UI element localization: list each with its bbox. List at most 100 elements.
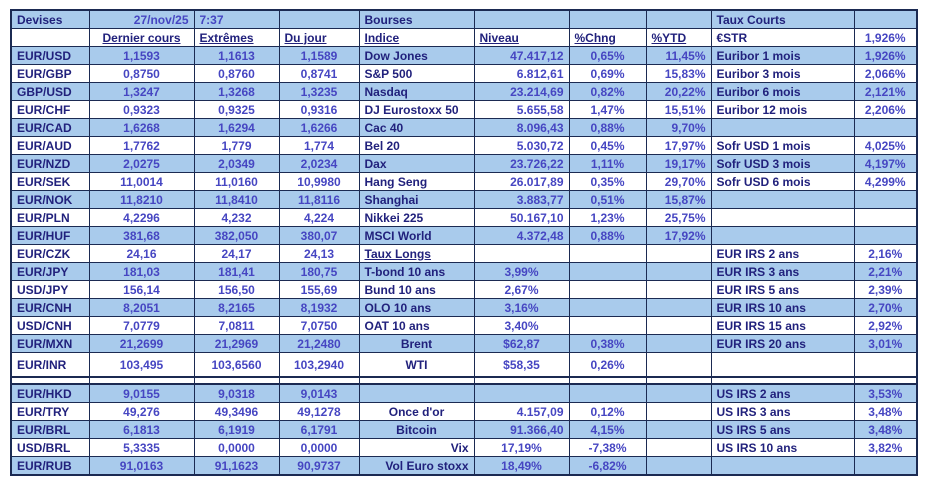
fx-last-cell: 8,2051 — [88, 298, 195, 317]
fx-last-cell: 6,1813 — [88, 420, 195, 439]
fx-pair-cell: EUR/CNH — [10, 298, 90, 317]
empty-cell — [645, 376, 712, 385]
rate-value-cell — [853, 226, 918, 245]
index-chng-cell: -6,82% — [568, 456, 647, 476]
index-chng-cell — [568, 383, 647, 403]
date-cell: 27/nov/25 — [88, 9, 195, 29]
rate-value-cell: 2,21% — [853, 262, 918, 281]
fx-last-cell: 49,276 — [88, 402, 195, 421]
index-chng-cell: 0,88% — [568, 226, 647, 245]
index-level-cell: 5.655,58 — [473, 100, 570, 119]
fx-extremes-cell: 0,9325 — [193, 100, 280, 119]
index-ytd-cell: 15,87% — [645, 190, 712, 209]
empty-cell — [473, 376, 570, 385]
index-level-cell: 50.167,10 — [473, 208, 570, 227]
fx-last-cell: 91,0163 — [88, 456, 195, 476]
index-name-cell: Shanghai — [358, 190, 475, 209]
index-ytd-cell — [645, 352, 712, 378]
fx-dujour-cell: 7,0750 — [278, 316, 360, 335]
fx-pair-cell: USD/CNH — [10, 316, 90, 335]
index-chng-cell — [568, 316, 647, 335]
index-level-cell: 23.214,69 — [473, 82, 570, 101]
fx-last-cell: 4,2296 — [88, 208, 195, 227]
fx-extremes-cell: 1,1613 — [193, 46, 280, 65]
table-row: EUR/CZK 24,16 24,17 24,13 Taux Longs EUR IRS … — [10, 244, 918, 263]
fx-extremes-cell: 11,0160 — [193, 172, 280, 191]
fx-dujour-cell: 49,1278 — [278, 402, 360, 421]
table-row: EUR/USD 1,1593 1,1613 1,1589 Dow Jones 47.417… — [10, 46, 918, 65]
index-ytd-cell — [645, 383, 712, 403]
index-chng-cell: 0,88% — [568, 118, 647, 137]
index-level-cell: 3,99% — [473, 262, 570, 281]
rate-value-cell: 4,025% — [853, 136, 918, 155]
rate-value-cell: 3,82% — [853, 438, 918, 457]
fx-last-cell: 181,03 — [88, 262, 195, 281]
index-name-cell: Vix — [358, 438, 475, 457]
index-name-cell: Hang Seng — [358, 172, 475, 191]
empty-cell — [853, 376, 918, 385]
fx-last-cell: 1,6268 — [88, 118, 195, 137]
fx-last-cell: 5,3335 — [88, 438, 195, 457]
fx-pair-cell: USD/BRL — [10, 438, 90, 457]
fx-extremes-cell: 11,8410 — [193, 190, 280, 209]
table-row: EUR/HKD 9,0155 9,0318 9,0143 US IRS 2 ans 3,5… — [10, 383, 918, 403]
index-ytd-cell — [645, 280, 712, 299]
fx-last-cell: 1,7762 — [88, 136, 195, 155]
fx-pair-cell: EUR/INR — [10, 352, 90, 378]
empty-cell — [645, 9, 712, 29]
index-ytd-cell — [645, 244, 712, 263]
rate-name-cell: EUR IRS 5 ans — [710, 280, 855, 299]
index-name-cell: Brent — [358, 334, 475, 353]
rate-name-cell-estr: €STR — [710, 28, 855, 47]
index-level-cell: 17,19% — [473, 438, 570, 457]
rate-value-cell: 1,926% — [853, 46, 918, 65]
index-name-cell: Bitcoin — [358, 420, 475, 439]
fx-last-cell: 156,14 — [88, 280, 195, 299]
index-chng-cell: 0,26% — [568, 352, 647, 378]
fx-last-cell: 21,2699 — [88, 334, 195, 353]
fx-last-cell: 1,3247 — [88, 82, 195, 101]
fx-last-cell: 11,0014 — [88, 172, 195, 191]
rate-name-cell: EUR IRS 2 ans — [710, 244, 855, 263]
rate-name-cell: US IRS 2 ans — [710, 383, 855, 403]
index-chng-cell: 0,82% — [568, 82, 647, 101]
rate-name-cell — [710, 352, 855, 378]
fx-pair-cell: EUR/USD — [10, 46, 90, 65]
empty-cell — [193, 376, 280, 385]
fx-extremes-cell: 103,6560 — [193, 352, 280, 378]
table-row: USD/BRL 5,3335 0,0000 0,0000 Vix 17,19% -7,38%… — [10, 438, 918, 457]
fx-dujour-cell: 6,1791 — [278, 420, 360, 439]
index-level-cell: 3.883,77 — [473, 190, 570, 209]
fx-extremes-cell: 156,50 — [193, 280, 280, 299]
rate-name-cell: Euribor 12 mois — [710, 100, 855, 119]
fx-pair-cell: EUR/JPY — [10, 262, 90, 281]
fx-pair-cell: EUR/NOK — [10, 190, 90, 209]
fx-extremes-cell: 382,050 — [193, 226, 280, 245]
col-header-dernier-cours: Dernier cours — [88, 28, 195, 47]
index-chng-cell — [568, 244, 647, 263]
index-name-cell: T-bond 10 ans — [358, 262, 475, 281]
index-chng-cell: 0,69% — [568, 64, 647, 83]
index-name-cell: MSCI World — [358, 226, 475, 245]
index-chng-cell: 0,12% — [568, 402, 647, 421]
fx-dujour-cell: 103,2940 — [278, 352, 360, 378]
index-level-cell: 2,67% — [473, 280, 570, 299]
fx-extremes-cell: 9,0318 — [193, 383, 280, 403]
index-name-cell: Dow Jones — [358, 46, 475, 65]
fx-dujour-cell: 9,0143 — [278, 383, 360, 403]
index-ytd-cell: 17,92% — [645, 226, 712, 245]
index-name-cell: S&P 500 — [358, 64, 475, 83]
index-level-cell: 5.030,72 — [473, 136, 570, 155]
fx-last-cell: 2,0275 — [88, 154, 195, 173]
fx-pair-cell: EUR/TRY — [10, 402, 90, 421]
fx-extremes-cell: 0,0000 — [193, 438, 280, 457]
index-level-cell: $62,87 — [473, 334, 570, 353]
index-chng-cell — [568, 298, 647, 317]
index-ytd-cell — [645, 420, 712, 439]
index-ytd-cell: 25,75% — [645, 208, 712, 227]
fx-pair-cell: EUR/HKD — [10, 383, 90, 403]
fx-dujour-cell: 155,69 — [278, 280, 360, 299]
index-name-cell: Once d'or — [358, 402, 475, 421]
fx-dujour-cell: 1,774 — [278, 136, 360, 155]
index-name-cell: OAT 10 ans — [358, 316, 475, 335]
